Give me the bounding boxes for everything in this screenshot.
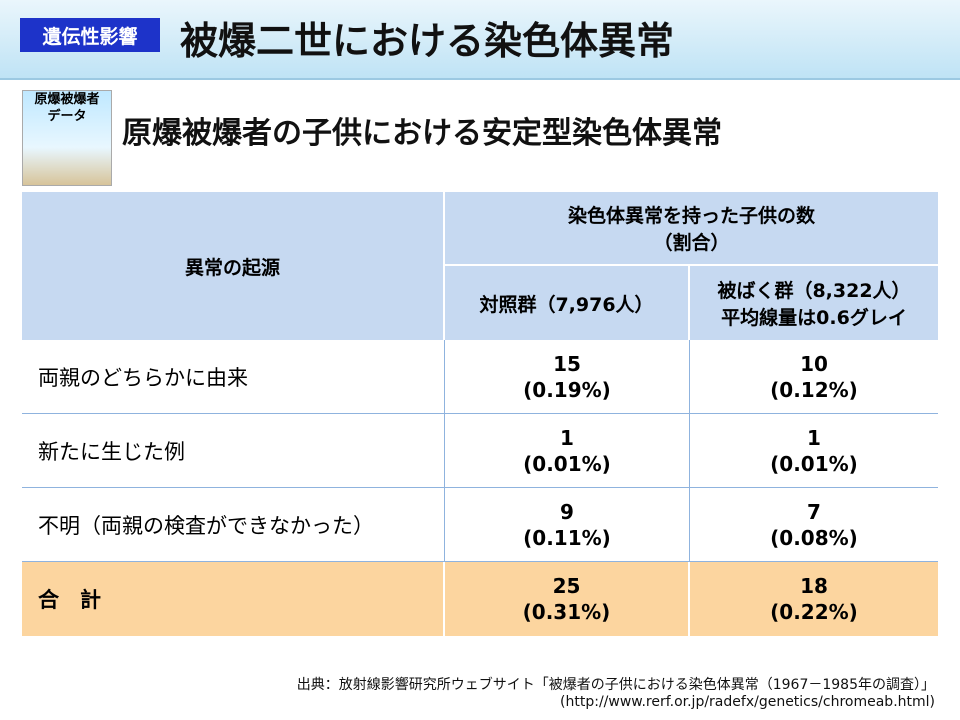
cell-text: 7: [807, 499, 821, 524]
cell-text: (0.19%): [523, 377, 611, 402]
table-cell: 両親のどちらかに由来: [22, 340, 445, 414]
table-cell: 被ばく群（8,322人） 平均線量は0.6グレイ: [690, 266, 938, 340]
cell-text: 不明（両親の検査ができなかった）: [38, 513, 374, 538]
cell-text: 9: [560, 499, 574, 524]
cell-text: (0.12%): [770, 377, 858, 402]
cell-text: (0.22%): [770, 600, 858, 624]
table-cell: 染色体異常を持った子供の数 （割合）: [445, 192, 938, 266]
table-cell: 1 (0.01%): [690, 414, 938, 488]
cell-text: (0.08%): [770, 525, 858, 550]
table-cell: 異常の起源: [22, 192, 445, 340]
cell-text: 異常の起源: [184, 256, 280, 279]
cell-text: (0.01%): [770, 451, 858, 476]
cell-text: 平均線量は0.6グレイ: [721, 307, 907, 329]
icon: 原爆被爆者 データ: [22, 90, 112, 186]
table-cell: 7 (0.08%): [690, 488, 938, 562]
cell-text: 被ばく群（8,322人）: [717, 280, 911, 302]
cell-text: (0.31%): [522, 600, 611, 624]
table-cell: 合 計: [22, 562, 445, 636]
table-cell: 15 (0.19%): [445, 340, 690, 414]
cell-text: 対照群（7,976人）: [479, 293, 654, 316]
header-band: [0, 0, 960, 80]
title: 被爆二世における染色体異常: [180, 19, 675, 63]
cell-text: 合 計: [38, 588, 101, 612]
cell-text: 18: [800, 574, 828, 598]
cell-text: 染色体異常を持った子供の数: [567, 205, 815, 227]
tag: 遺伝性影響: [20, 18, 160, 52]
table-cell: 18 (0.22%): [690, 562, 938, 636]
cell-text: 両親のどちらかに由来: [38, 365, 248, 390]
cell-text: 25: [552, 574, 581, 598]
cell-text: 1: [807, 425, 821, 450]
cell-text: (0.01%): [523, 451, 611, 476]
source-url: (http://www.rerf.or.jp/radefx/genetics/c…: [560, 694, 935, 710]
table-cell: 新たに生じた例: [22, 414, 445, 488]
subtitle: 原爆被爆者の子供における安定型染色体異常: [122, 116, 722, 151]
table-cell: 不明（両親の検査ができなかった）: [22, 488, 445, 562]
cell-text: （割合）: [653, 232, 730, 254]
cell-text: 10: [800, 351, 828, 376]
icon-text: データ: [47, 109, 87, 124]
table-cell: 1 (0.01%): [445, 414, 690, 488]
cell-text: 1: [560, 425, 574, 450]
table-cell: 対照群（7,976人）: [445, 266, 690, 340]
table-cell: 25 (0.31%): [445, 562, 690, 636]
cell-text: (0.11%): [523, 525, 611, 550]
source: 出典：放射線影響研究所ウェブサイト「被爆者の子供における染色体異常（1967－1…: [296, 677, 935, 693]
cell-text: 15: [553, 351, 581, 376]
table-cell: 9 (0.11%): [445, 488, 690, 562]
icon-text: 原爆被爆者: [34, 92, 100, 107]
cell-text: 新たに生じた例: [38, 439, 185, 464]
table-cell: 10 (0.12%): [690, 340, 938, 414]
